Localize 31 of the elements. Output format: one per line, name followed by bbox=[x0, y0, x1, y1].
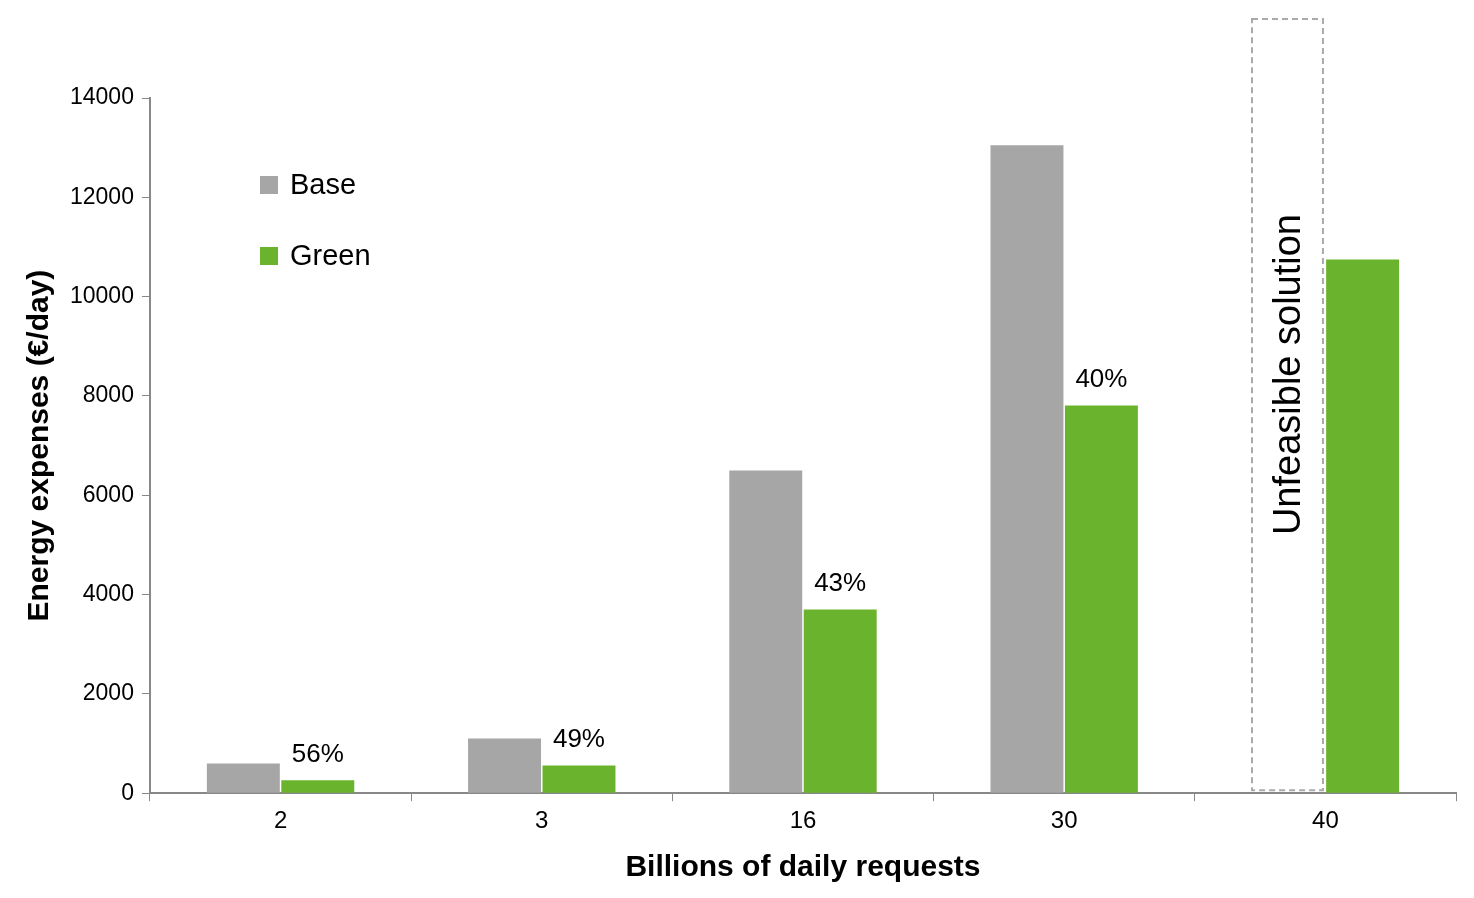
y-axis-title: Energy expenses (€/day) bbox=[21, 269, 55, 622]
annotation: 40% bbox=[1074, 363, 1129, 395]
y-tick-label: 14000 bbox=[69, 83, 134, 110]
x-axis-title: Billions of daily requests bbox=[625, 849, 981, 883]
annotation: Unfeasible solution bbox=[1266, 214, 1310, 536]
bar bbox=[1064, 405, 1138, 793]
y-tick-label: 0 bbox=[121, 778, 134, 805]
y-tick-label: 10000 bbox=[69, 281, 134, 308]
y-tick-label: 8000 bbox=[82, 381, 134, 408]
x-tick-label: 30 bbox=[1050, 806, 1078, 834]
bar bbox=[281, 780, 355, 793]
legend-label: Base bbox=[289, 168, 357, 201]
bar bbox=[206, 763, 280, 793]
x-tick-label: 16 bbox=[789, 806, 817, 834]
bar bbox=[468, 738, 542, 793]
y-tick-label: 2000 bbox=[82, 679, 134, 706]
bar bbox=[729, 470, 803, 793]
annotation: 43% bbox=[813, 567, 868, 599]
annotation: 49% bbox=[551, 723, 606, 755]
legend-label: Green bbox=[289, 239, 371, 272]
x-tick-label: 40 bbox=[1312, 806, 1339, 834]
y-tick-label: 6000 bbox=[82, 480, 134, 507]
bar bbox=[990, 145, 1064, 793]
y-tick-label: 4000 bbox=[82, 579, 134, 606]
bar bbox=[803, 609, 877, 793]
annotation: 56% bbox=[290, 738, 345, 770]
y-tick-label: 12000 bbox=[69, 182, 134, 209]
x-tick-label: 2 bbox=[273, 806, 288, 834]
bar bbox=[542, 765, 616, 793]
bar bbox=[1326, 259, 1400, 793]
x-tick-label: 3 bbox=[535, 806, 549, 834]
